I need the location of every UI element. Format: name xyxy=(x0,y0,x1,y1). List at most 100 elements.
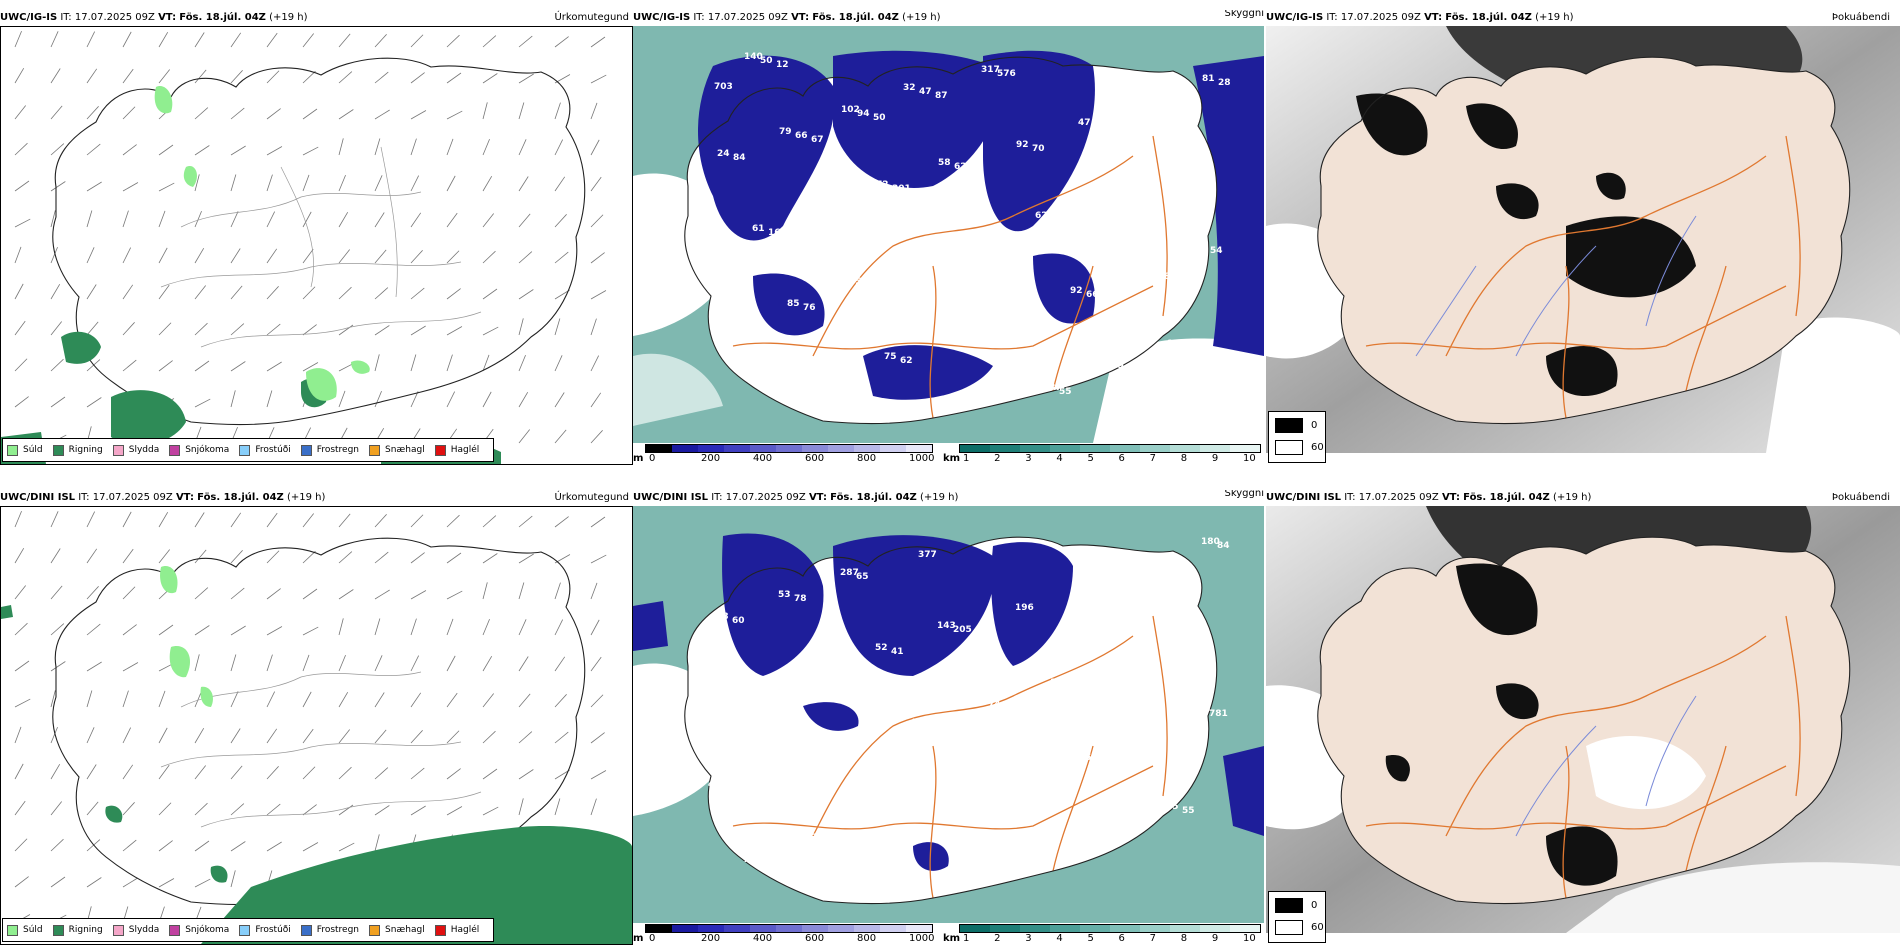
wind-barb xyxy=(446,138,454,156)
wind-barb xyxy=(446,212,458,228)
precip-legend-swatch xyxy=(52,444,64,456)
wind-barb xyxy=(266,146,283,156)
colorbar-tick-label: 600 xyxy=(805,933,825,944)
wind-barb xyxy=(50,876,66,888)
vt-value: Fös. 18.júl. 04Z xyxy=(197,492,284,503)
cloud-base-labels: 7036760977102107125070109819980877066627… xyxy=(706,52,1231,397)
wind-barb xyxy=(194,360,210,372)
cloud-base-value: 52 xyxy=(1174,634,1187,644)
precip-legend-label: Súld xyxy=(23,445,43,455)
cloud-base-value: 76 xyxy=(803,303,816,313)
wind-barb xyxy=(446,590,463,600)
cloud-map-svg: 7036760977102107125070109819980877066627… xyxy=(633,26,1264,443)
precip-legend-item: Snæhagl xyxy=(369,444,425,456)
fog-map-svg xyxy=(1266,26,1900,453)
low-cloud-areas xyxy=(698,50,1095,400)
wind-barb xyxy=(410,655,420,672)
colorbar-tick-label: 8 xyxy=(1180,453,1188,464)
wind-barb xyxy=(230,70,243,84)
colorbar-tick-label: 1 xyxy=(963,453,970,464)
lead-time: (+19 h) xyxy=(1553,492,1592,503)
wind-barb xyxy=(302,691,312,708)
precip-legend-item: Súld xyxy=(7,924,43,936)
wind-barb xyxy=(518,656,529,672)
precip-legend-label: Snjókoma xyxy=(185,925,230,935)
wind-barb xyxy=(518,139,527,156)
it-label: IT: xyxy=(60,12,72,23)
panel-header: UWC/DINI ISL IT: 17.07.2025 09Z VT: Fös.… xyxy=(0,490,325,506)
wind-barb xyxy=(194,840,210,852)
precip-map xyxy=(0,26,633,465)
wind-barb xyxy=(266,803,281,816)
wind-barb xyxy=(122,802,135,816)
vt-value: Fös. 18.júl. 04Z xyxy=(1463,492,1550,503)
wind-barb xyxy=(230,691,239,708)
wind-barb xyxy=(194,512,205,528)
wind-barb xyxy=(374,175,383,192)
wind-barb xyxy=(86,548,98,564)
colorbar-tick-label: 3 xyxy=(1025,453,1032,464)
panel-title: Skyggni xyxy=(1224,10,1264,19)
drizzle-areas xyxy=(160,566,213,707)
wind-barb xyxy=(50,105,63,120)
wind-barb xyxy=(86,727,95,744)
wind-barb xyxy=(14,283,24,300)
wind-barb xyxy=(194,587,209,600)
wind-barb xyxy=(302,804,317,816)
cloud-base-value: 81 xyxy=(1202,74,1215,84)
wind-barb xyxy=(590,355,600,372)
wind-barb xyxy=(230,32,242,48)
low-cloud-areas xyxy=(722,533,1073,871)
cloudbase-unit: m xyxy=(633,933,644,944)
wind-barb xyxy=(158,360,173,372)
wind-barb xyxy=(158,284,170,300)
lead-time: (+19 h) xyxy=(920,492,959,503)
wind-barb xyxy=(446,250,460,264)
wind-barb xyxy=(230,248,241,264)
wind-barb xyxy=(446,692,458,708)
wind-barb xyxy=(374,589,390,600)
wind-barb xyxy=(374,834,380,852)
wind-barb xyxy=(86,31,96,48)
fog-dark-patches xyxy=(1356,93,1696,396)
cloud-base-value: 55 xyxy=(1059,387,1072,397)
cloud-base-value: 43 xyxy=(708,780,721,790)
lead-time: (+19 h) xyxy=(269,12,308,23)
wind-barb xyxy=(158,210,166,228)
cloud-base-value: 70 xyxy=(927,259,940,269)
wind-barb xyxy=(266,361,282,372)
fog-legend-swatch-black xyxy=(1275,898,1303,913)
wind-barb xyxy=(338,842,355,852)
fog-panel-bottom: UWC/DINI ISL IT: 17.07.2025 09Z VT: Fös.… xyxy=(1266,490,1900,945)
wind-barb xyxy=(14,510,22,528)
cloud-base-value: 92 xyxy=(1113,193,1126,203)
precip-legend-label: Frostregn xyxy=(316,925,360,935)
wind-barb xyxy=(590,619,600,636)
colorbar-tick-label: 8 xyxy=(1180,933,1188,944)
wind-barb xyxy=(482,618,490,636)
wind-barb xyxy=(482,213,495,228)
wind-barb xyxy=(194,285,207,300)
wind-barb xyxy=(230,390,236,408)
wind-barb xyxy=(86,623,101,636)
wind-barb xyxy=(482,73,498,84)
colorbar-tick-label: 800 xyxy=(857,453,877,464)
it-value: 17.07.2025 09Z xyxy=(92,492,173,503)
wind-barb xyxy=(86,68,98,84)
wind-barb xyxy=(194,145,210,156)
precip-legend-swatch xyxy=(112,924,124,936)
wind-barb xyxy=(50,396,66,408)
cloud-base-value: 53 xyxy=(822,374,835,384)
wind-barb xyxy=(554,731,569,744)
wind-barb xyxy=(14,585,27,600)
wind-barb xyxy=(230,550,243,564)
wind-barb xyxy=(302,286,316,300)
wind-barb xyxy=(194,878,211,888)
rivers xyxy=(1415,215,1697,357)
wind-barb xyxy=(230,841,246,852)
precip-map xyxy=(0,506,633,945)
wind-barb xyxy=(158,549,171,564)
cloud-base-value: 87 xyxy=(935,91,948,101)
colorbar-tick-label: 4 xyxy=(1056,933,1063,944)
cloud-base-value: 609 xyxy=(908,188,927,198)
